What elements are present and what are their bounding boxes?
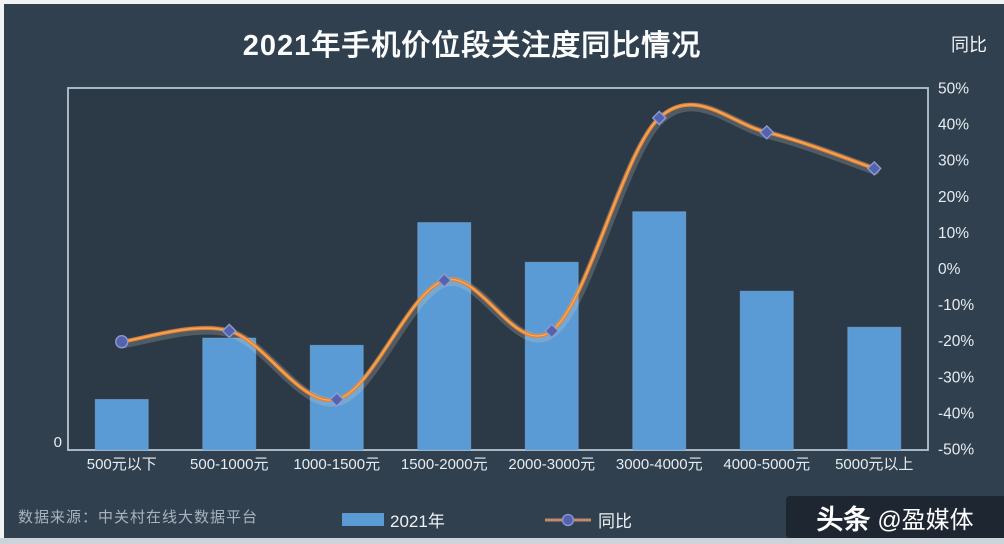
yoy-marker — [115, 335, 129, 349]
legend-item-yoy: 同比 — [544, 507, 632, 532]
yoy-marker — [436, 272, 452, 288]
right-axis-tick-label: 50% — [938, 81, 969, 98]
x-axis-tick-label: 500-1000元 — [190, 456, 268, 473]
x-axis-tick-label: 2000-3000元 — [508, 456, 595, 473]
x-axis-tick-label: 1500-2000元 — [401, 456, 488, 473]
watermark-handle: @盈媒体 — [877, 506, 974, 534]
yoy-marker — [651, 110, 667, 126]
frame-edge-top — [0, 0, 1004, 4]
right-axis-tick-label: -20% — [938, 333, 974, 350]
yoy-marker — [221, 323, 237, 339]
yoy-line-core — [121, 104, 875, 401]
x-axis-tick-label: 4000-5000元 — [723, 456, 810, 473]
x-axis-tick-label: 5000元以上 — [835, 456, 913, 473]
left-axis-zero-label: 0 — [54, 434, 62, 451]
right-axis-tick-label: 20% — [938, 189, 969, 206]
bar — [202, 337, 257, 451]
watermark-brand: 头条 — [816, 504, 871, 535]
bar — [524, 261, 579, 451]
bar — [94, 398, 149, 451]
yoy-marker — [544, 323, 560, 339]
x-axis-tick-label: 3000-4000元 — [616, 456, 703, 473]
right-axis: 50% 40% 30% 20% 10% 0% -10% -20% -30% -40% -50% — [938, 81, 974, 459]
right-axis-tick-label: 10% — [938, 225, 969, 242]
right-axis-tick-label: 40% — [938, 117, 969, 134]
bar-series — [94, 211, 902, 451]
frame-edge-bottom — [0, 538, 1004, 544]
yoy-line-series — [118, 102, 880, 407]
legend-line-label: 同比 — [598, 512, 632, 531]
x-axis: 500元以下 500-1000元 1000-1500元 1500-2000元 2000-… — [87, 456, 914, 473]
chart-title: 2021年手机价位段关注度同比情况 — [242, 30, 702, 62]
x-axis-tick-label: 500元以下 — [87, 456, 157, 473]
bar-swatch-icon — [342, 513, 384, 526]
source-note: 数据来源：中关村在线大数据平台 — [18, 509, 259, 526]
bar — [847, 326, 902, 451]
bar — [632, 211, 687, 451]
right-axis-tick-label: 30% — [938, 153, 969, 170]
frame-edge-left — [0, 0, 4, 544]
yoy-marker — [759, 124, 775, 140]
legend-bar-label: 2021年 — [390, 512, 445, 531]
watermark-badge: 头条 @盈媒体 — [786, 496, 1004, 538]
right-axis-tick-label: -40% — [938, 405, 974, 422]
right-axis-tick-label: -10% — [938, 297, 974, 314]
line-swatch-icon — [545, 513, 591, 526]
x-axis-tick-label: 1000-1500元 — [293, 456, 380, 473]
yoy-marker — [329, 391, 345, 407]
right-axis-title: 同比 — [951, 35, 987, 55]
right-axis-tick-label: 0% — [938, 261, 961, 278]
legend-item-2021: 2021年 — [342, 507, 445, 532]
bar — [739, 290, 794, 451]
right-axis-tick-label: -30% — [938, 369, 974, 386]
right-axis-tick-label: -50% — [938, 442, 974, 459]
yoy-markers — [115, 110, 882, 407]
bar — [417, 222, 472, 451]
yoy-marker — [866, 160, 882, 176]
